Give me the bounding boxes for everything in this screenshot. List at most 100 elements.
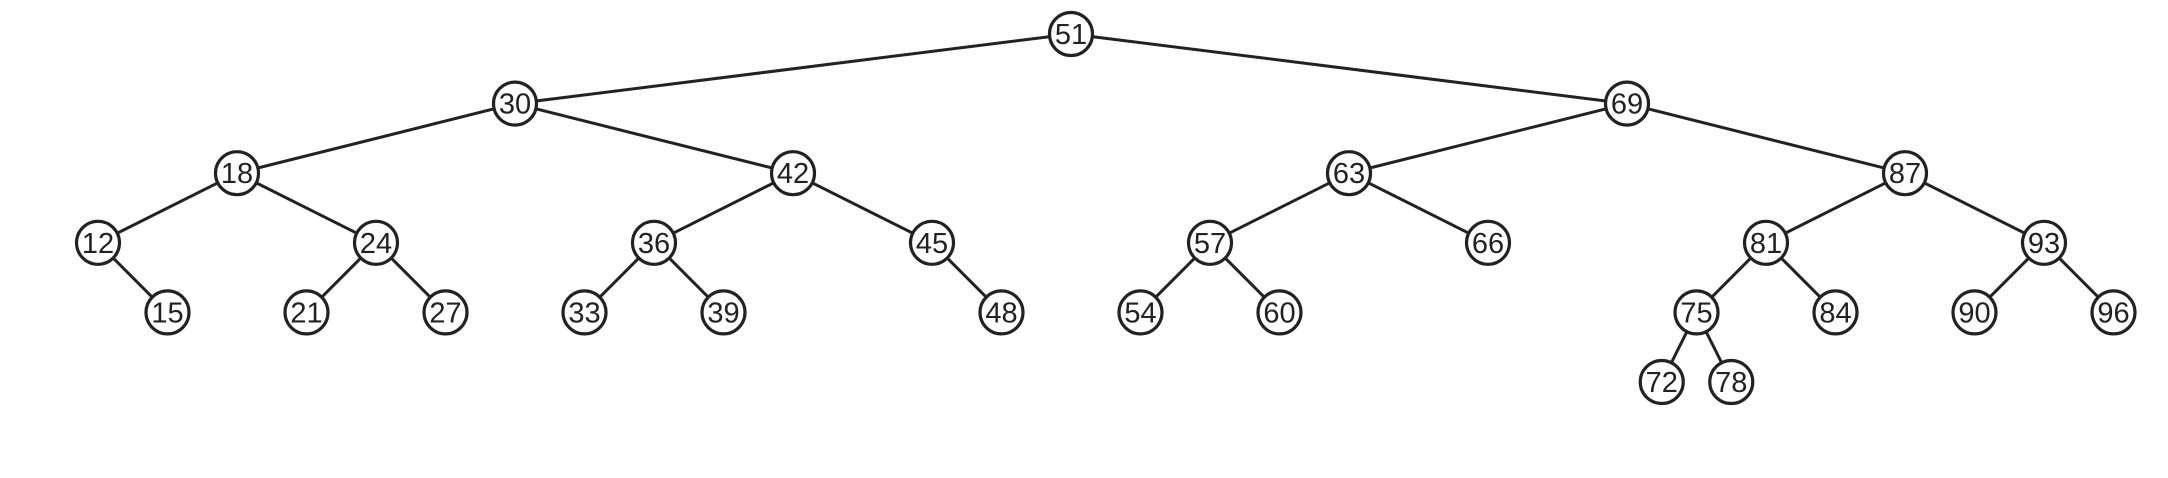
node-label: 18 xyxy=(221,158,253,190)
tree-edge-42-36 xyxy=(653,171,794,245)
tree-node-66: 66 xyxy=(1464,219,1512,266)
node-circle xyxy=(1708,358,1755,406)
tree-node-93: 93 xyxy=(2020,219,2068,266)
node-circle xyxy=(422,289,469,336)
node-label: 15 xyxy=(151,297,183,329)
tree-edge-18-24 xyxy=(236,171,377,245)
node-label: 12 xyxy=(82,228,114,260)
node-label: 66 xyxy=(1472,228,1504,260)
node-label: 57 xyxy=(1194,228,1226,260)
node-label: 39 xyxy=(707,297,739,329)
node-circle xyxy=(1117,289,1164,336)
node-label: 60 xyxy=(1263,297,1295,329)
tree-node-78: 78 xyxy=(1708,358,1755,406)
tree-node-39: 39 xyxy=(700,289,747,336)
tree-node-27: 27 xyxy=(422,289,469,336)
node-circle xyxy=(144,289,191,336)
node-circle xyxy=(1881,150,1929,197)
tree-node-75: 75 xyxy=(1673,289,1720,336)
node-circle xyxy=(491,80,539,127)
node-label: 75 xyxy=(1680,297,1712,329)
node-label: 72 xyxy=(1646,367,1678,399)
node-circle xyxy=(1603,80,1651,127)
tree-node-69: 69 xyxy=(1603,80,1651,127)
tree-node-12: 12 xyxy=(74,219,122,266)
tree-node-48: 48 xyxy=(978,289,1025,336)
node-label: 27 xyxy=(429,297,461,329)
node-circle xyxy=(1638,358,1685,406)
tree-edges xyxy=(96,32,2115,383)
node-circle xyxy=(1464,219,1512,266)
tree-edge-87-93 xyxy=(1904,171,2045,245)
node-label: 45 xyxy=(916,228,948,260)
node-circle xyxy=(213,150,261,197)
node-label: 36 xyxy=(638,228,670,260)
node-circle xyxy=(352,219,400,266)
node-circle xyxy=(700,289,747,336)
node-label: 51 xyxy=(1055,19,1087,51)
tree-edge-18-12 xyxy=(97,171,238,245)
node-label: 63 xyxy=(1333,158,1365,190)
node-label: 84 xyxy=(1819,297,1851,329)
node-circle xyxy=(1256,289,1303,336)
tree-node-96: 96 xyxy=(2090,289,2137,336)
node-label: 96 xyxy=(2097,297,2129,329)
node-label: 78 xyxy=(1715,367,1747,399)
node-label: 21 xyxy=(290,297,322,329)
node-label: 48 xyxy=(985,297,1017,329)
node-circle xyxy=(769,150,817,197)
node-label: 69 xyxy=(1611,89,1643,121)
node-circle xyxy=(630,219,678,266)
tree-node-21: 21 xyxy=(283,289,330,336)
tree-node-63: 63 xyxy=(1325,150,1373,197)
node-circle xyxy=(1047,10,1095,58)
node-label: 90 xyxy=(1958,297,1990,329)
node-label: 30 xyxy=(499,89,531,121)
tree-edge-30-42 xyxy=(514,102,794,175)
tree-node-84: 84 xyxy=(1812,289,1859,336)
node-label: 24 xyxy=(360,228,392,260)
node-circle xyxy=(1325,150,1373,197)
tree-edge-87-81 xyxy=(1765,171,1906,245)
tree-nodes: 51 30 18 12 15 24 21 27 42 36 33 39 45 48 69 63 57 54 60 66… xyxy=(74,10,2137,406)
tree-node-24: 24 xyxy=(352,219,400,266)
node-circle xyxy=(1742,219,1790,266)
node-circle xyxy=(1812,289,1859,336)
tree-node-42: 42 xyxy=(769,150,817,197)
tree-node-33: 33 xyxy=(561,289,608,336)
node-circle xyxy=(74,219,122,266)
node-label: 54 xyxy=(1124,297,1156,329)
node-label: 33 xyxy=(568,297,600,329)
tree-node-57: 57 xyxy=(1186,219,1234,266)
tree-edge-69-63 xyxy=(1348,102,1628,175)
tree-node-30: 30 xyxy=(491,80,539,127)
tree-edge-51-30 xyxy=(514,32,1072,106)
tree-node-72: 72 xyxy=(1638,358,1685,406)
tree-node-18: 18 xyxy=(213,150,261,197)
tree-edge-30-18 xyxy=(236,102,516,175)
tree-edge-63-66 xyxy=(1348,171,1489,245)
node-circle xyxy=(978,289,1025,336)
tree-node-81: 81 xyxy=(1742,219,1790,266)
node-circle xyxy=(2020,219,2068,266)
node-circle xyxy=(1673,289,1720,336)
tree-node-51: 51 xyxy=(1047,10,1095,58)
node-label: 93 xyxy=(2028,228,2060,260)
node-label: 42 xyxy=(777,158,809,190)
tree-edge-51-69 xyxy=(1070,32,1628,106)
node-circle xyxy=(561,289,608,336)
tree-edge-69-87 xyxy=(1626,102,1906,175)
tree-edge-63-57 xyxy=(1209,171,1350,245)
node-circle xyxy=(908,219,956,266)
tree-node-54: 54 xyxy=(1117,289,1164,336)
node-label: 81 xyxy=(1750,228,1782,260)
tree-node-60: 60 xyxy=(1256,289,1303,336)
tree-edge-42-45 xyxy=(792,171,933,245)
tree-node-45: 45 xyxy=(908,219,956,266)
node-circle xyxy=(1186,219,1234,266)
tree-node-87: 87 xyxy=(1881,150,1929,197)
tree-node-15: 15 xyxy=(144,289,191,336)
tree-node-90: 90 xyxy=(1951,289,1998,336)
tree-node-36: 36 xyxy=(630,219,678,266)
